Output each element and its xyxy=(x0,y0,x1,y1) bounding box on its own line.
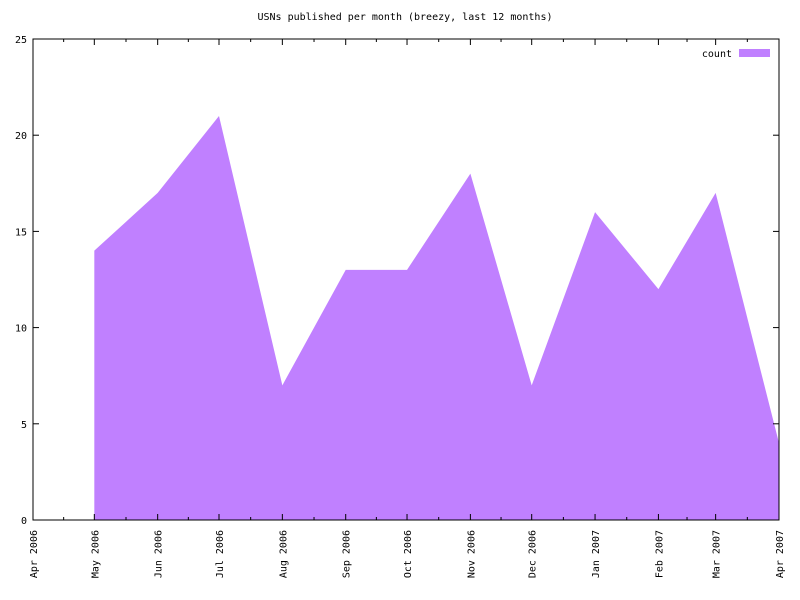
x-tick-label: Feb 2007 xyxy=(654,530,665,578)
chart-title: USNs published per month (breezy, last 1… xyxy=(257,12,552,23)
legend-label: count xyxy=(702,49,732,60)
x-tick-label: Aug 2006 xyxy=(278,530,289,578)
x-tick-label: Apr 2007 xyxy=(775,530,786,578)
x-tick-label: Mar 2007 xyxy=(712,530,723,578)
x-tick-label: Apr 2006 xyxy=(29,530,40,578)
x-tick-label: Nov 2006 xyxy=(466,530,477,578)
x-tick-label: Jan 2007 xyxy=(591,530,602,578)
plot-frame xyxy=(32,38,780,521)
area xyxy=(94,115,780,521)
x-tick-label: Jul 2006 xyxy=(215,530,226,578)
y-tick-label: 25 xyxy=(15,35,27,46)
legend-swatch xyxy=(739,49,770,57)
x-tick-label: Sep 2006 xyxy=(342,530,353,578)
y-tick-label: 5 xyxy=(21,420,27,431)
y-tick-label: 15 xyxy=(15,227,27,238)
x-tick-label: Oct 2006 xyxy=(403,530,414,578)
x-tick-label: May 2006 xyxy=(90,530,101,578)
y-tick-label: 10 xyxy=(15,324,27,335)
x-tick-label: Jun 2006 xyxy=(154,530,165,578)
x-tick-label: Dec 2006 xyxy=(528,530,539,578)
y-tick-label: 0 xyxy=(21,516,27,527)
y-tick-label: 20 xyxy=(15,131,27,142)
